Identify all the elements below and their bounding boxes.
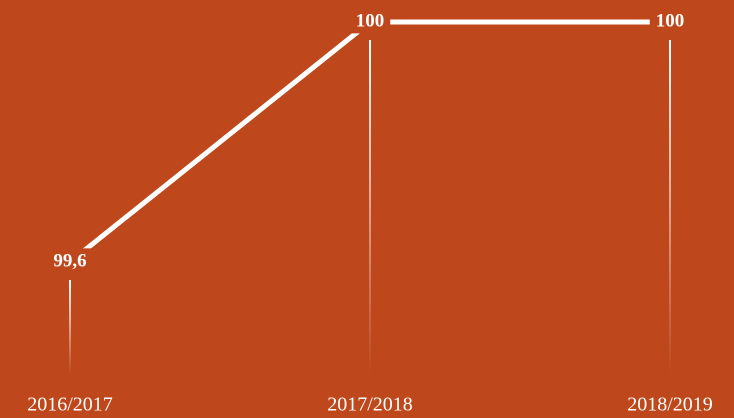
x-tick-label: 2018/2019: [627, 394, 713, 416]
drop-line: [369, 40, 371, 375]
data-label: 100: [356, 10, 385, 31]
x-tick-label: 2016/2017: [27, 394, 113, 416]
data-label: 99,6: [53, 250, 86, 271]
drop-line: [69, 280, 71, 375]
drop-line: [669, 40, 671, 375]
data-label: 100: [656, 10, 685, 31]
label-mask: [649, 8, 691, 34]
x-tick-label: 2017/2018: [327, 394, 413, 416]
label-mask: [349, 8, 391, 34]
label-mask: [47, 248, 93, 274]
